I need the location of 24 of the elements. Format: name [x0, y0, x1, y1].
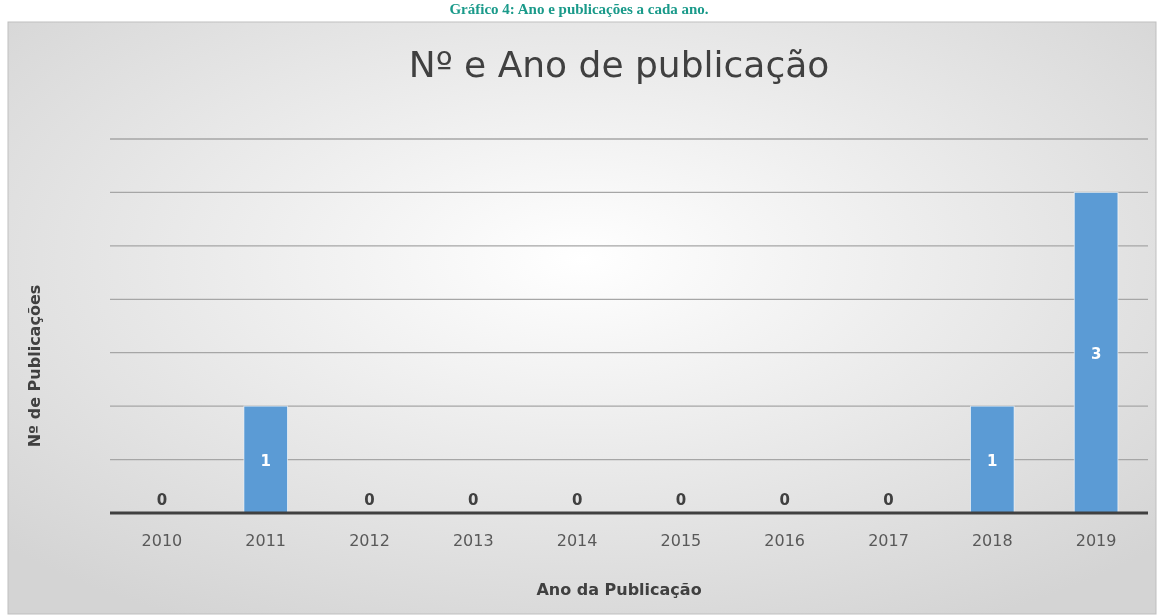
- data-label: 1: [987, 451, 998, 470]
- data-label: 0: [571, 491, 583, 509]
- x-tick-label: 2019: [1075, 531, 1117, 550]
- x-tick-label: 2014: [556, 531, 598, 550]
- y-axis-title: Nº de Publicações: [25, 284, 44, 448]
- data-label: 1: [260, 451, 271, 470]
- data-label: 0: [779, 491, 790, 509]
- text: Gráfico 4: Ano e publicações a cada ano.: [449, 1, 709, 17]
- data-label: 0: [675, 491, 687, 509]
- x-tick-label: 2011: [245, 531, 287, 550]
- chart-title: Nº e Ano de publicação: [408, 44, 830, 85]
- x-tick-label: 2017: [868, 531, 909, 550]
- x-tick-label: 2012: [349, 531, 390, 550]
- data-label: 3: [1090, 344, 1102, 363]
- x-tick-label: 2010: [141, 531, 183, 550]
- x-tick-label: 2018: [971, 531, 1013, 550]
- data-label: 0: [156, 491, 168, 509]
- x-axis-title: Ano da Publicação: [536, 580, 702, 599]
- data-label: 0: [364, 491, 375, 509]
- data-label: 0: [883, 491, 894, 509]
- data-label: 0: [468, 491, 479, 509]
- x-tick-label: 2013: [452, 531, 494, 550]
- x-tick-label: 2015: [660, 531, 702, 550]
- x-tick-label: 2016: [764, 531, 806, 550]
